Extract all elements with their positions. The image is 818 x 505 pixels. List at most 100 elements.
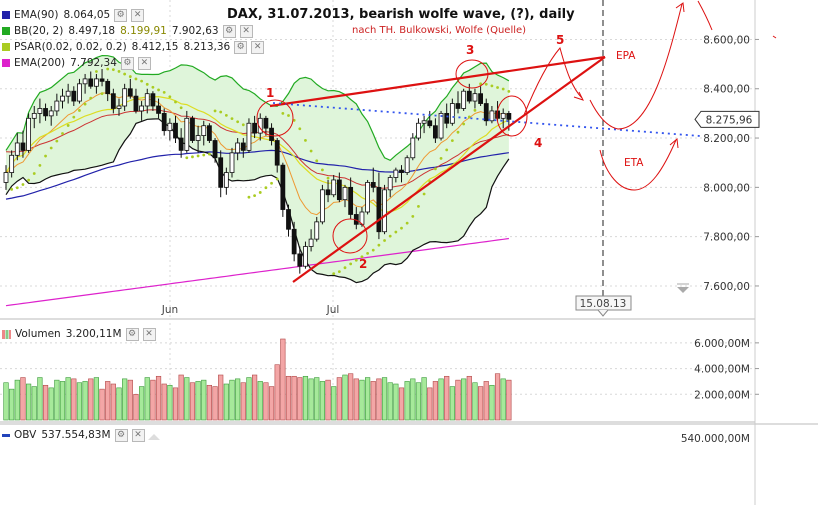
- candle-body: [88, 78, 94, 87]
- volume-bar: [212, 386, 218, 421]
- close-icon[interactable]: ✕: [131, 8, 145, 22]
- settings-icon[interactable]: ⚙: [125, 327, 139, 341]
- psar-dot: [32, 172, 36, 175]
- legend-bb: BB(20, 2) 8.497,18 8.199,91 7.902,63 ⚙ ✕: [2, 23, 253, 39]
- wolfe-line-1-3-5: [269, 55, 606, 108]
- psar-dot: [134, 77, 138, 81]
- volume-bar: [105, 381, 111, 421]
- psar-dot: [292, 118, 296, 122]
- candle-body: [263, 117, 269, 129]
- marker-date-pointer: [597, 309, 609, 317]
- psar-dot: [140, 79, 144, 83]
- settings-icon[interactable]: ⚙: [234, 40, 248, 54]
- psar-dot: [473, 108, 477, 112]
- psar-dot: [219, 110, 223, 114]
- price-tick-label: 7.600,00: [703, 281, 750, 293]
- psar-dot: [241, 123, 245, 127]
- time-axis-label: Jul: [326, 304, 340, 316]
- volume-bar: [99, 388, 105, 421]
- psar-dot: [445, 148, 449, 152]
- volume-tick-label: 4.000,00M: [694, 364, 750, 376]
- close-icon[interactable]: ✕: [251, 40, 265, 54]
- current-price-flag: [694, 110, 760, 128]
- candle-body: [178, 137, 184, 151]
- psar-dot: [400, 226, 403, 230]
- volume-bar: [31, 386, 37, 421]
- candle-body: [387, 177, 393, 191]
- marker-date-label: 15.08.13: [580, 298, 627, 310]
- candle-body: [60, 95, 65, 102]
- volume-bar: [65, 377, 71, 421]
- candle-body: [167, 122, 173, 132]
- settings-icon[interactable]: ⚙: [120, 56, 134, 70]
- candle-body: [127, 88, 133, 97]
- epa-up-sketch: [589, 3, 683, 130]
- candle-body: [303, 246, 308, 267]
- legend-ema90: EMA(90) 8.064,05 ⚙ ✕: [2, 7, 145, 23]
- legend-value: 7.792,34: [70, 57, 117, 69]
- settings-icon[interactable]: ⚙: [222, 24, 236, 38]
- close-icon[interactable]: ✕: [239, 24, 253, 38]
- candle-body: [342, 186, 348, 201]
- settings-icon[interactable]: ⚙: [114, 8, 128, 22]
- candle-body: [416, 122, 421, 139]
- psar-dot: [123, 72, 127, 76]
- volume-bar: [449, 386, 455, 421]
- volume-bar: [472, 382, 478, 421]
- chart-subtitle: nach TH. Bulkowski, Wolfe (Quelle): [352, 25, 527, 36]
- volume-bar: [127, 379, 133, 421]
- close-icon[interactable]: ✕: [131, 428, 145, 442]
- volume-axis: 6.000,00M 4.000,00M 2.000,00M: [694, 338, 759, 401]
- psar-dot: [326, 176, 330, 180]
- volume-bar: [9, 388, 15, 421]
- volume-tick-label: 2.000,00M: [694, 389, 750, 401]
- ema90-line: [5, 149, 509, 200]
- psar-dot: [383, 239, 386, 242]
- candle-body: [144, 93, 150, 107]
- candle-body: [404, 157, 410, 173]
- psar-dot: [360, 255, 364, 259]
- close-icon[interactable]: ✕: [137, 56, 151, 70]
- candle-body: [54, 100, 60, 112]
- volume-bar: [325, 379, 331, 421]
- volume-bar: [285, 375, 292, 421]
- volume-bar: [342, 374, 348, 421]
- volume-bar: [48, 387, 54, 421]
- volume-bar: [461, 378, 467, 421]
- legend-obv: OBV 537.554,83M ⚙ ✕: [2, 427, 145, 443]
- psar-dot: [366, 251, 369, 255]
- eta-arrow: [669, 138, 679, 149]
- price-tick-label: 7.800,00: [703, 232, 750, 244]
- legend-volume: Volumen 3.200,11M ⚙ ✕: [2, 326, 156, 342]
- psar-dot: [168, 95, 172, 99]
- psar-dot: [394, 230, 398, 234]
- candle-body: [319, 189, 325, 223]
- candle-body: [116, 105, 122, 109]
- candle-body: [223, 172, 229, 188]
- candle-body: [336, 179, 342, 201]
- psar-dot: [196, 154, 200, 158]
- psar-dot: [496, 86, 499, 89]
- close-icon[interactable]: ✕: [142, 327, 156, 341]
- psar-dot: [247, 195, 251, 199]
- candle-body: [291, 228, 297, 255]
- psar-dot: [309, 149, 313, 153]
- scroll-down-icon: [677, 287, 689, 293]
- volume-bar: [263, 382, 269, 421]
- wolfe-line-2-4: [292, 56, 606, 283]
- candle-body: [99, 78, 105, 82]
- psar-dot: [304, 138, 307, 142]
- settings-icon[interactable]: ⚙: [114, 428, 128, 442]
- psar-dot: [298, 127, 302, 131]
- wolfe-point-3-label: 3: [466, 43, 474, 57]
- price-tick-label: 8.400,00: [703, 84, 750, 96]
- legend-label: EMA(90): [14, 9, 59, 21]
- psar-dot: [287, 114, 290, 117]
- psar-dot: [507, 89, 511, 93]
- psar-dot: [111, 68, 115, 72]
- legend-label: BB(20, 2): [14, 25, 64, 37]
- volume-bar: [489, 384, 495, 421]
- psar-dot: [343, 266, 347, 270]
- volume-bar: [201, 379, 207, 421]
